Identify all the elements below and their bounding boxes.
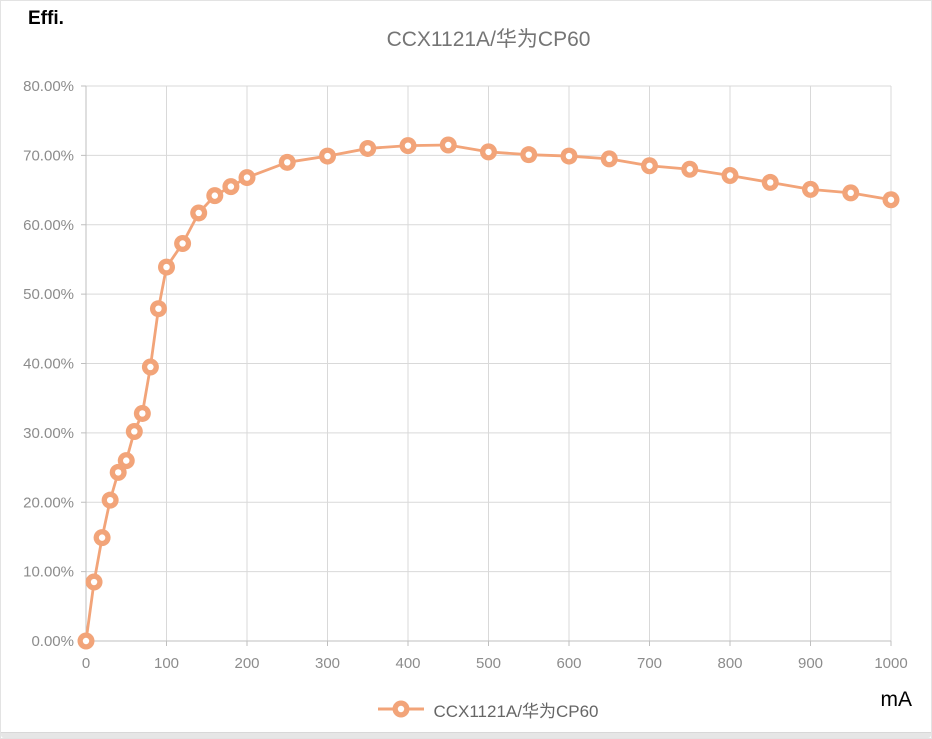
data-point-marker-hole [163,263,170,271]
y-tick-label: 10.00% [23,564,74,581]
y-tick-label: 70.00% [23,147,74,164]
data-point-marker-hole [485,148,492,156]
x-axis-unit-label: mA [880,688,913,711]
data-point-marker-hole [646,162,653,169]
data-point-marker-hole [807,186,814,193]
y-tick-label: 0.00% [31,633,74,650]
data-point-marker-hole [686,166,693,173]
legend-series-label: CCX1121A/华为CP60 [433,701,599,721]
y-tick-label: 50.00% [23,286,74,303]
data-point-marker-hole [606,155,613,163]
data-point-marker-hole [123,457,130,464]
data-point-marker-hole [404,142,412,149]
y-tick-label: 80.00% [23,78,74,95]
x-tick-label: 300 [315,655,340,672]
window-bottom-strip [1,732,931,738]
data-point-marker-hole [726,172,734,179]
data-point-marker-hole [82,637,90,645]
x-tick-label: 200 [234,655,259,672]
data-point-marker-hole [887,196,895,203]
y-axis-unit-label: Effi. [28,8,64,29]
x-tick-label: 500 [476,655,501,672]
x-tick-label: 800 [717,655,742,672]
data-point-marker-hole [139,410,146,417]
data-point-marker-hole [565,152,573,160]
data-point-marker-hole [179,240,186,247]
x-tick-label: 400 [395,655,420,672]
chart-title: CCX1121A/华为CP60 [386,28,591,51]
y-tick-label: 30.00% [23,425,74,442]
data-point-marker-hole [90,578,98,586]
x-tick-label: 0 [82,655,90,672]
data-point-marker-hole [227,183,235,190]
y-tick-label: 60.00% [23,217,74,234]
x-tick-label: 1000 [874,655,907,672]
legend: CCX1121A/华为CP60 [86,693,891,725]
data-point-marker-hole [767,179,774,186]
x-tick-label: 100 [154,655,179,672]
data-point-marker-hole [106,496,114,504]
data-point-marker-hole [847,189,854,197]
legend-marker-icon [378,700,425,718]
x-tick-label: 600 [556,655,581,672]
data-point-marker-hole [364,145,371,152]
data-point-marker-hole [98,534,106,541]
data-point-marker-hole [284,159,291,166]
data-point-marker-hole [243,174,251,181]
data-point-marker-hole [147,363,154,371]
data-point-marker-hole [155,305,162,312]
y-tick-label: 20.00% [23,494,74,511]
data-point-marker-hole [525,151,532,158]
data-point-marker-hole [131,428,138,435]
x-tick-label: 900 [798,655,823,672]
data-point-marker-hole [195,209,202,217]
data-point-marker-hole [211,192,218,199]
data-point-marker-hole [324,152,331,160]
y-tick-label: 40.00% [23,356,74,373]
data-point-marker-hole [445,141,452,149]
x-tick-label: 700 [637,655,662,672]
data-point-marker-hole [115,469,122,476]
